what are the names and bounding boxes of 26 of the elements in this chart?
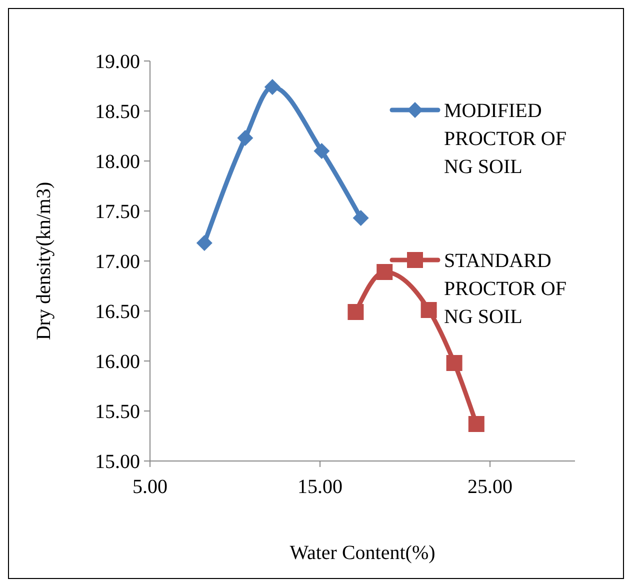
x-tick-label: 5.00 <box>132 476 168 498</box>
point <box>314 143 330 159</box>
point <box>376 264 393 280</box>
point <box>468 416 484 432</box>
x-tick-label: 15.00 <box>298 476 342 498</box>
point <box>348 304 364 320</box>
legend-label: MODIFIED PROCTOR OF NG SOIL <box>444 100 566 178</box>
y-tick-label: 15.00 <box>95 451 140 473</box>
y-tick-label: 18.50 <box>95 101 140 123</box>
point <box>264 79 280 95</box>
y-tick-label: 17.00 <box>95 251 140 273</box>
y-tick-label: 17.50 <box>95 201 140 223</box>
point <box>446 355 462 371</box>
x-tick-label: 25.00 <box>468 476 512 498</box>
point <box>237 130 254 146</box>
y-tick-label: 16.50 <box>95 301 140 323</box>
y-tick-label: 18.00 <box>95 151 140 173</box>
point <box>420 302 437 318</box>
point <box>196 235 212 251</box>
y-tick-label: 19.00 <box>95 51 140 73</box>
legend-label: STANDARD PROCTOR OF NG SOIL <box>444 250 566 328</box>
x-axis-title: Water Content(%) <box>290 542 436 564</box>
y-tick-label: 15.50 <box>95 401 140 423</box>
point <box>352 210 369 226</box>
y-axis-title: Dry density(kn/m3) <box>33 182 55 340</box>
y-tick-label: 16.00 <box>95 351 140 373</box>
